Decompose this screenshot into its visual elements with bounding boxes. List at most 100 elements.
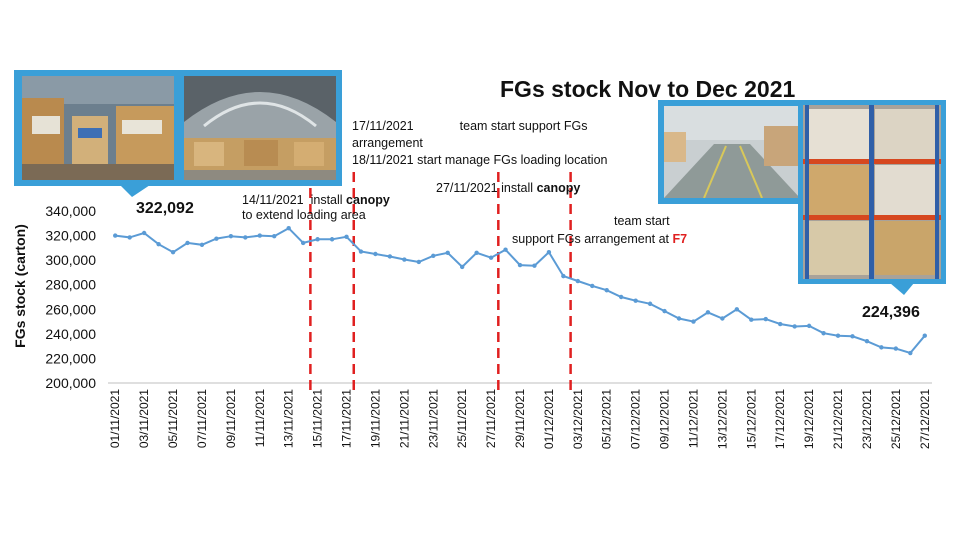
data-point [300,240,306,246]
data-point [749,317,754,322]
data-point [459,264,465,270]
callout-pointer-left [120,185,150,197]
annotation-canopy-14-11: 14/11/2021 install canopy to extend load… [242,193,390,222]
data-point [864,339,870,344]
data-point [272,233,277,239]
x-tick-label: 21/12/2021 [831,389,845,449]
x-tick-label: 25/12/2021 [889,389,903,449]
data-point [416,259,422,265]
canopy-photo [184,76,336,180]
data-point [503,247,508,252]
data-point [185,240,190,246]
data-point [705,310,711,315]
data-point [763,316,768,322]
callout-pointer-right [890,283,914,295]
data-point [286,226,291,231]
data-point [228,233,234,239]
x-tick-label: 25/11/2021 [455,389,469,448]
y-tick-label: 280,000 [45,277,96,293]
x-tick-label: 23/11/2021 [426,389,440,448]
data-point [329,237,335,242]
data-point [806,323,812,329]
data-point [402,257,407,262]
data-point [893,346,899,351]
x-tick-label: 15/12/2021 [744,389,758,449]
data-point [604,288,609,293]
data-point [156,241,161,247]
data-point [821,331,826,336]
annotation-f7-arrangement: team start support FGs arrangement at F7 [512,214,688,246]
data-point [575,278,581,284]
data-point [127,235,132,240]
data-point [720,316,725,321]
data-label-high: 322,092 [136,200,194,217]
data-point [170,249,176,255]
data-point [387,254,393,259]
data-point [778,321,783,327]
data-point [676,316,682,321]
x-tick-label: 21/11/2021 [397,389,411,448]
x-tick-label: 11/11/2021 [253,389,267,448]
data-point [257,233,262,238]
y-tick-label: 340,000 [45,203,96,219]
data-point [879,345,884,350]
annotation-date: 14/11/2021 [242,193,304,207]
x-tick-label: 15/11/2021 [311,389,325,448]
data-point [445,250,450,255]
data-point [488,255,494,260]
data-point [618,294,624,300]
data-point [922,333,927,338]
data-point [662,308,667,314]
racking-photo [803,105,941,279]
y-tick-label: 260,000 [45,301,96,317]
x-tick-label: 17/11/2021 [340,389,354,448]
chart-title: FGs stock Nov to Dec 2021 [500,76,796,102]
data-point [214,236,219,241]
y-tick-label: 300,000 [45,252,96,268]
data-point [734,307,740,312]
x-tick-label: 05/11/2021 [166,389,180,448]
x-tick-label: 13/11/2021 [282,389,296,448]
data-label-low: 224,396 [862,304,920,321]
x-tick-label: 19/12/2021 [802,389,816,449]
x-tick-label: 01/11/2021 [108,389,122,448]
y-tick-label: 200,000 [45,375,96,391]
y-tick-label: 240,000 [45,326,96,342]
x-tick-label: 17/12/2021 [773,389,787,449]
data-point [344,234,349,239]
data-point [113,233,118,238]
x-tick-label: 09/11/2021 [224,389,238,448]
data-point [517,262,523,268]
data-point [532,263,537,268]
x-tick-label: 03/11/2021 [137,389,151,448]
x-tick-label: 13/12/2021 [715,389,729,449]
data-point [373,251,378,257]
data-point [792,324,797,329]
data-point [141,230,147,236]
x-tick-label: 05/12/2021 [600,389,614,449]
x-tick-label: 29/11/2021 [513,389,527,448]
data-point [647,301,653,306]
x-tick-label: 27/11/2021 [484,389,498,448]
data-point [561,273,566,279]
x-tick-label: 03/12/2021 [571,389,585,449]
data-point [850,334,855,339]
data-point [546,249,552,255]
x-tick-label: 07/11/2021 [195,389,209,448]
x-tick-label: 27/12/2021 [918,389,932,449]
y-tick-label: 220,000 [45,350,96,366]
data-point [199,242,205,247]
data-point [691,319,696,324]
x-tick-label: 09/12/2021 [658,389,672,449]
y-axis-label: FGs stock (carton) [12,224,28,348]
data-point [835,333,841,338]
data-point [243,235,248,240]
annotation-team-support-17-11: 17/11/2021 team start support FGs arrange… [352,119,608,167]
warehouse-cartons-photo [22,76,174,180]
data-point [633,298,638,303]
annotation-canopy-27-11: 27/11/2021 install canopy [436,181,581,195]
data-point [431,253,436,259]
data-point [908,350,913,356]
data-point [315,237,320,242]
